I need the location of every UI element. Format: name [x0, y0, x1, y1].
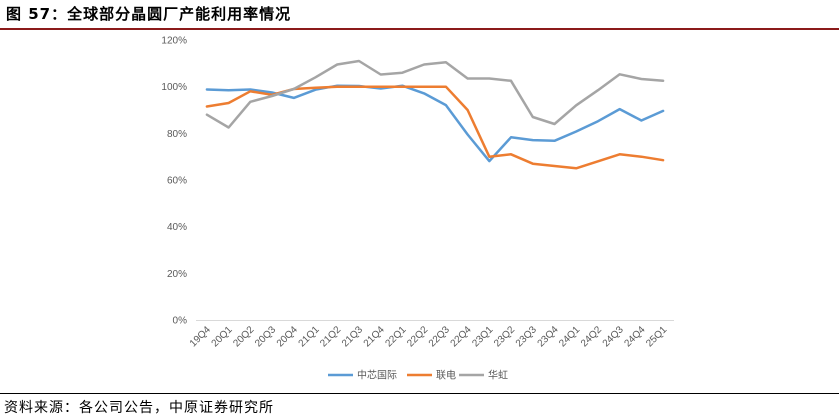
x-tick-label: 25Q1: [644, 324, 669, 349]
y-tick-label: 100%: [161, 82, 187, 93]
legend-label: 联电: [436, 369, 456, 382]
x-tick-label: 24Q3: [601, 324, 626, 349]
x-tick-label: 22Q2: [405, 324, 430, 349]
x-tick-label: 20Q1: [210, 324, 235, 349]
x-tick-label: 24Q4: [622, 324, 647, 349]
x-tick-label: 24Q2: [579, 324, 604, 349]
x-tick-label: 23Q3: [514, 324, 539, 349]
x-tick-label: 20Q2: [231, 324, 256, 349]
footer-divider: [0, 393, 839, 394]
y-axis: 0% 20% 40% 60% 80% 100% 120%: [161, 36, 187, 327]
legend-label: 华虹: [488, 369, 508, 382]
y-tick-label: 120%: [161, 36, 187, 47]
x-axis: 19Q420Q120Q220Q320Q421Q121Q221Q321Q422Q1…: [188, 320, 674, 349]
y-tick-label: 80%: [167, 129, 187, 140]
x-tick-label: 22Q3: [427, 324, 452, 349]
legend: 中芯国际 联电 华虹: [328, 369, 508, 382]
x-tick-label: 21Q4: [362, 324, 387, 349]
x-tick-label: 21Q3: [340, 324, 365, 349]
x-tick-label: 23Q2: [492, 324, 517, 349]
x-tick-label: 21Q1: [297, 324, 322, 349]
y-tick-label: 40%: [167, 222, 187, 233]
y-tick-label: 60%: [167, 176, 187, 187]
source-note: 资料来源：各公司公告，中原证券研究所: [4, 400, 274, 416]
legend-label: 中芯国际: [357, 369, 397, 382]
series-lines: [205, 59, 665, 170]
line-chart: 0%20%40%60%80%100%120% 19Q420Q120Q220Q32…: [161, 36, 674, 382]
series-line: [205, 59, 665, 129]
x-tick-label: 23Q4: [536, 324, 561, 349]
y-tick-label: 20%: [167, 269, 187, 280]
title-divider: [0, 28, 839, 30]
x-tick-label: 20Q3: [253, 324, 278, 349]
x-tick-label: 20Q4: [275, 324, 300, 349]
x-tick-label: 22Q1: [383, 324, 408, 349]
x-tick-label: 22Q4: [449, 324, 474, 349]
x-tick-label: 23Q1: [470, 324, 495, 349]
series-line: [205, 84, 665, 163]
y-tick-label: 0%: [173, 316, 188, 327]
x-tick-label: 19Q4: [188, 324, 213, 349]
x-tick-label: 21Q2: [318, 324, 343, 349]
x-tick-label: 24Q1: [557, 324, 582, 349]
figure-title: 图 57：全球部分晶圆厂产能利用率情况: [6, 5, 292, 23]
